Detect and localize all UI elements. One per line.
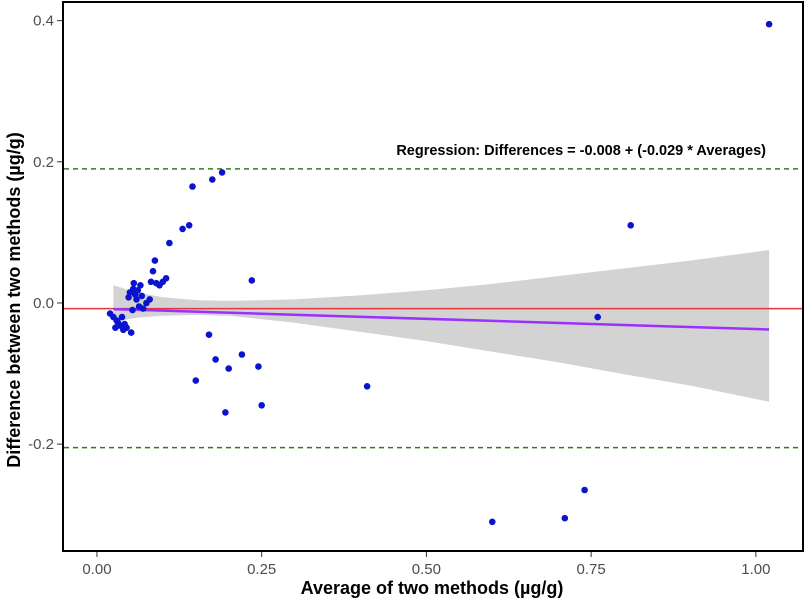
regression-annotation: Regression: Differences = -0.008 + (-0.0… [396,143,766,159]
y-tick-label: 0.2 [33,154,54,171]
data-point [130,279,138,287]
data-point [581,486,588,494]
y-tick-label: 0.4 [33,13,54,30]
data-point [209,176,216,183]
x-tick-label: 0.50 [412,561,441,578]
data-point [151,257,159,264]
data-point [138,292,146,300]
data-point [765,20,773,28]
data-point [363,383,371,390]
data-point [166,239,173,247]
x-tick-label: 0.00 [82,561,111,578]
confidence-band-layer [113,250,770,402]
data-point [149,267,157,275]
data-point [147,278,155,286]
data-point [225,365,232,372]
data-point [205,331,213,339]
data-point [162,275,170,282]
data-point [133,296,140,303]
data-point [255,363,262,370]
x-tick-label: 0.75 [577,561,606,578]
x-tick-label: 1.00 [741,561,770,578]
data-point [137,282,144,289]
y-tick-label: 0.0 [33,295,54,312]
data-point [129,306,136,314]
data-point [185,222,193,229]
x-axis-title: Average of two methods (µg/g) [301,578,564,598]
data-point [118,313,126,321]
data-point [489,518,496,526]
data-point [127,329,135,336]
data-point [189,183,196,190]
data-point [146,296,153,303]
data-point [134,287,142,294]
axis-ticks-layer: 0.00 0.25 0.50 0.75 1.00 -0.2 0.0 0.2 0.4 [28,13,770,578]
plot-frame [62,1,804,552]
data-point [594,313,601,321]
data-point [192,377,200,384]
data-points-layer [106,20,773,526]
data-point [627,222,634,229]
data-point [218,169,226,176]
data-point [212,356,219,363]
reference-lines-layer [64,168,802,449]
data-point [222,409,229,416]
x-tick-label: 0.25 [247,561,276,578]
data-point [179,225,186,233]
data-point [139,305,147,312]
data-point [248,277,256,284]
y-tick-label: -0.2 [28,436,54,453]
data-point [561,514,569,522]
confidence-band [113,250,770,402]
regression-line [113,307,770,331]
data-point [238,351,246,358]
y-axis-title: Difference between two methods (µg/g) [4,132,24,467]
data-point [123,324,130,332]
data-point [258,402,266,409]
